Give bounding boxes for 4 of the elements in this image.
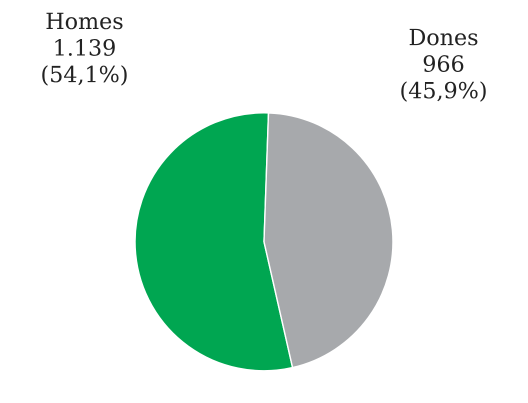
data-label: 966 (45,9%) bbox=[401, 55, 486, 102]
slice-label: Dones bbox=[410, 28, 478, 46]
slice-label: Homes bbox=[46, 12, 123, 30]
data-label: 1.139 (54,1%) bbox=[42, 39, 127, 86]
